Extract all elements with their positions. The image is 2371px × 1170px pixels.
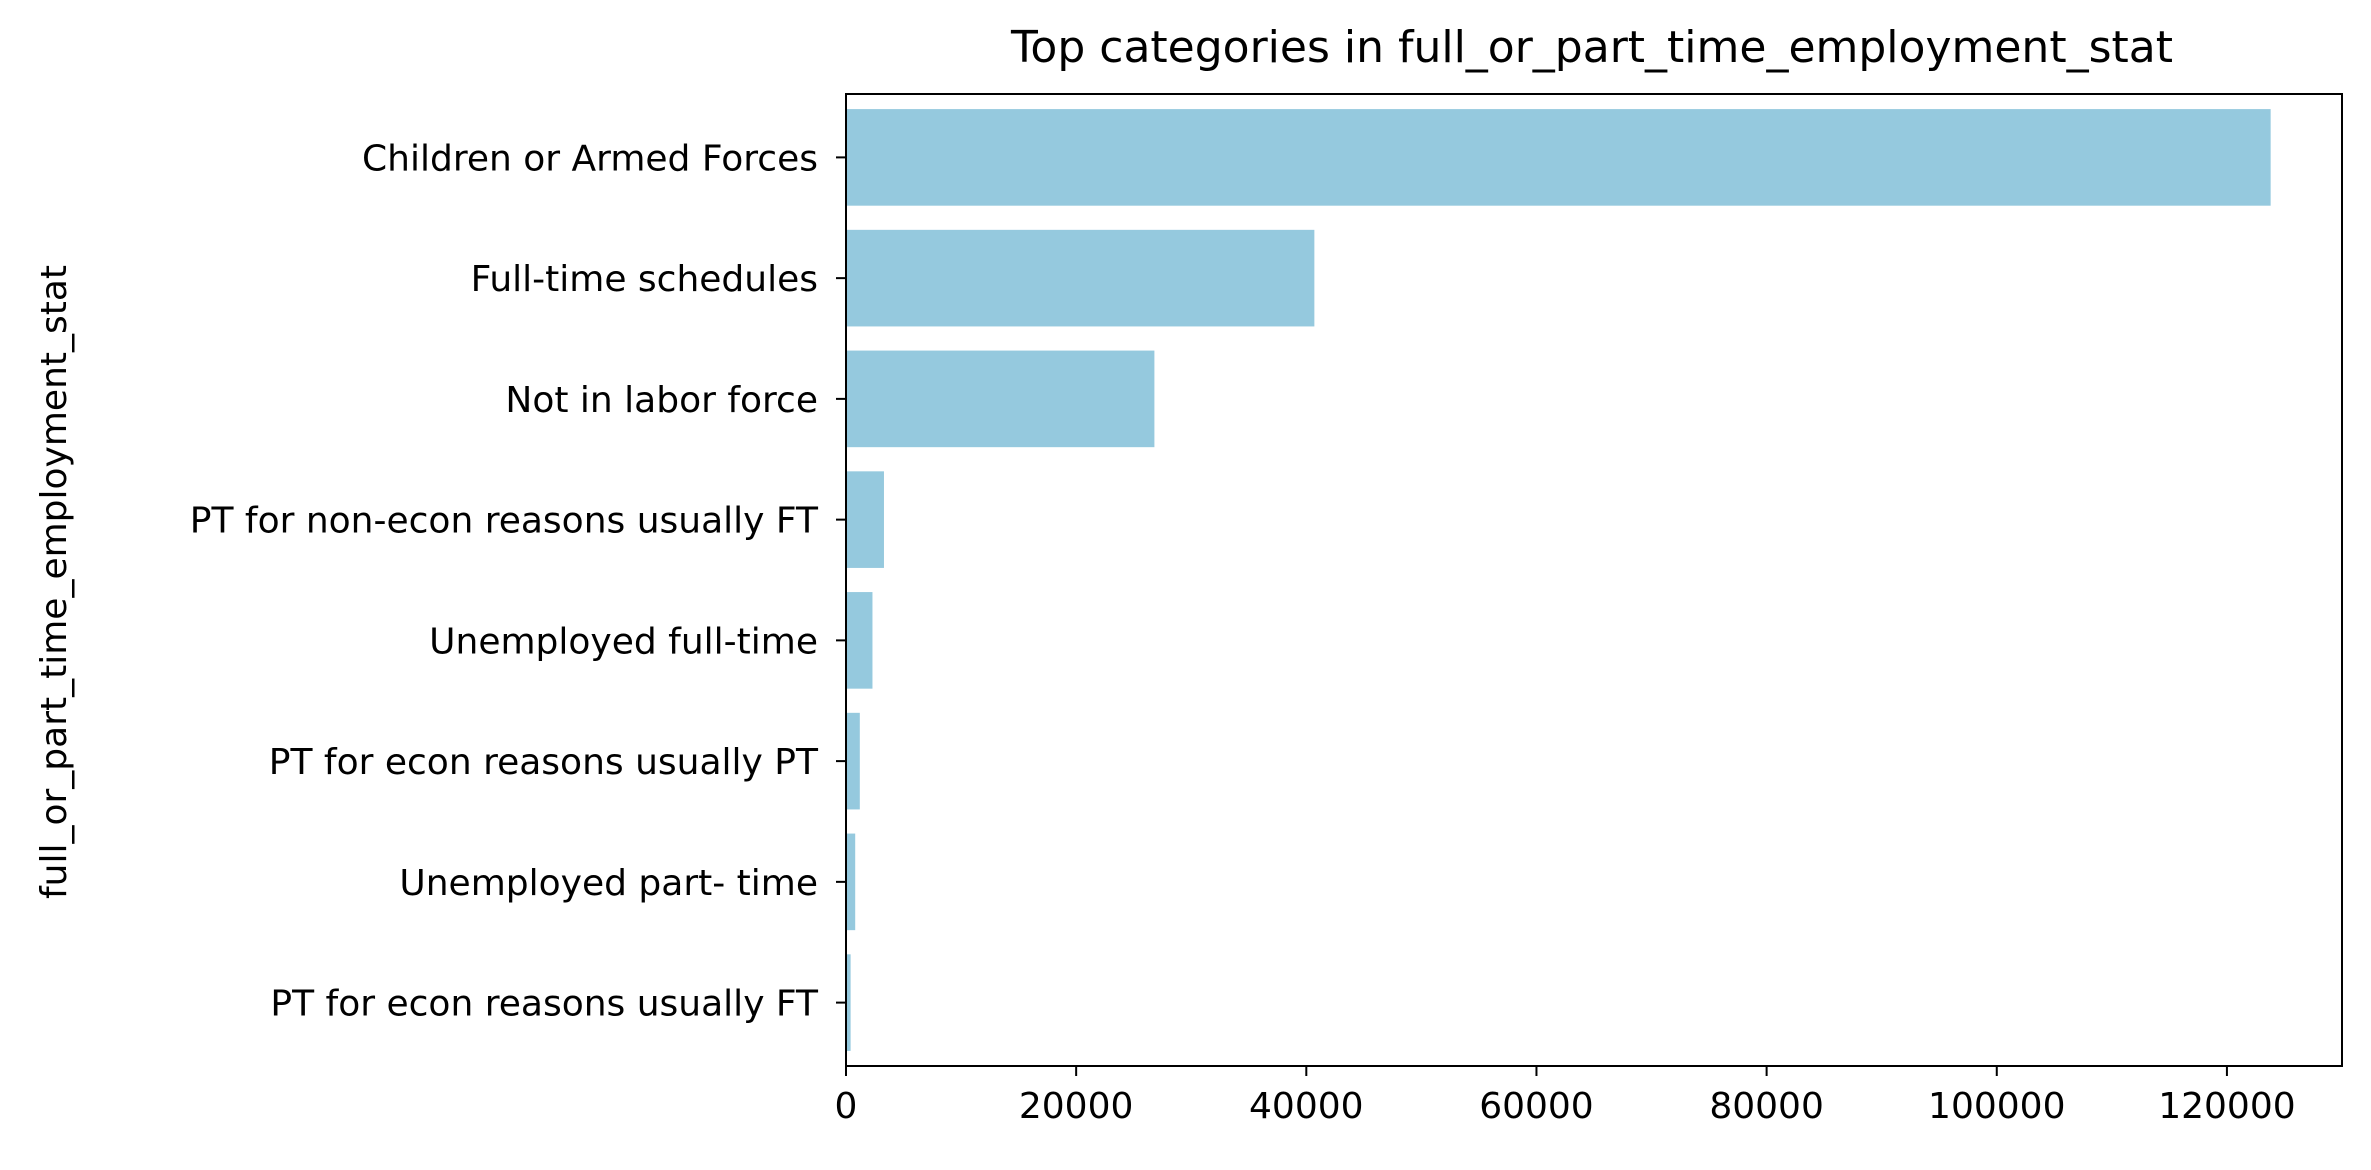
x-tick-label: 40000 xyxy=(1249,1086,1364,1127)
x-tick-label: 20000 xyxy=(1019,1086,1134,1127)
bar xyxy=(846,592,873,689)
chart-title: Top categories in full_or_part_time_empl… xyxy=(1010,22,2173,73)
x-axis: 0 20000 40000 60000 80000 100000 120000 xyxy=(835,1066,2296,1127)
x-tick-label: 100000 xyxy=(1928,1086,2065,1127)
plot-frame xyxy=(845,93,2343,1067)
bar xyxy=(846,350,1155,448)
y-tick-label: PT for non-econ reasons usually FT xyxy=(190,501,819,542)
y-tick-label: Children or Armed Forces xyxy=(362,138,818,179)
x-tick-label: 80000 xyxy=(1709,1086,1824,1127)
x-tick-label: 60000 xyxy=(1479,1086,1594,1127)
y-tick-label: Full-time schedules xyxy=(471,259,818,300)
bars-layer xyxy=(846,109,2271,1051)
bar xyxy=(846,833,856,931)
bar xyxy=(846,712,860,810)
bar xyxy=(846,109,2271,206)
y-tick-label: PT for econ reasons usually FT xyxy=(270,984,819,1025)
y-tick-label: Unemployed full-time xyxy=(429,621,818,662)
y-tick-label: Not in labor force xyxy=(505,380,818,421)
y-axis: Children or Armed Forces Full-time schedu… xyxy=(190,138,846,1025)
x-tick-label: 120000 xyxy=(2158,1086,2295,1127)
y-tick-label: PT for econ reasons usually PT xyxy=(269,742,819,783)
y-axis-label: full_or_part_time_employment_stat xyxy=(34,265,75,899)
x-tick-label: 0 xyxy=(835,1086,858,1127)
y-tick-label: Unemployed part- time xyxy=(399,863,818,904)
bar xyxy=(846,954,851,1051)
bar xyxy=(846,471,884,568)
bar xyxy=(846,229,1315,327)
